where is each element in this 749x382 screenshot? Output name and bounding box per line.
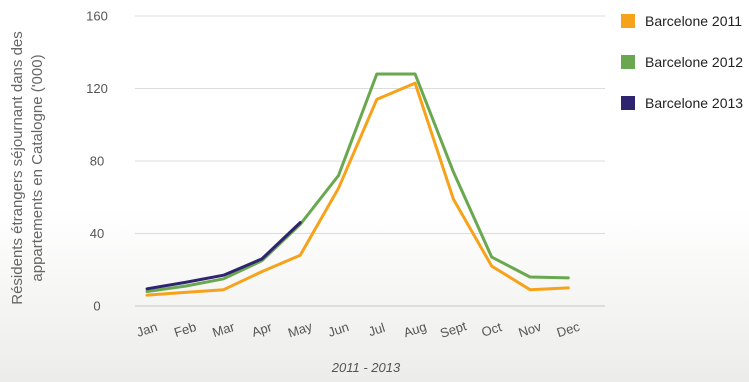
x-tick-label: Apr — [250, 319, 275, 340]
x-tick-label: Sept — [438, 318, 468, 341]
x-tick-label: Feb — [172, 319, 198, 340]
y-tick-label: 80 — [90, 154, 104, 169]
x-tick-label: Dec — [555, 319, 582, 341]
legend-label: Barcelone 2012 — [645, 54, 743, 70]
grid-lines — [135, 15, 605, 307]
legend: Barcelone 2011 Barcelone 2012 Barcelone 20… — [621, 13, 743, 111]
x-tick-label: Jan — [135, 319, 160, 340]
y-tick-label: 120 — [86, 81, 108, 96]
x-tick-label: Mar — [210, 319, 237, 340]
series-lines — [145, 72, 570, 297]
x-axis-ticks: Jan Feb Mar Apr May Jun Jul Aug Sept Oct Nov Dec — [135, 318, 582, 341]
x-axis-label: 2011 - 2013 — [331, 360, 401, 375]
legend-swatch — [621, 96, 635, 110]
y-tick-label: 0 — [93, 299, 100, 314]
series-line-2 — [145, 72, 570, 293]
x-tick-label: Oct — [480, 319, 504, 340]
x-tick-label: Jul — [366, 320, 387, 339]
y-axis-ticks: 0 40 80 120 160 — [86, 9, 108, 314]
x-tick-label: Aug — [402, 319, 429, 340]
x-tick-label: Nov — [517, 319, 544, 341]
x-tick-label: Jun — [326, 319, 351, 340]
legend-label: Barcelone 2013 — [645, 95, 743, 111]
series-line-3 — [145, 221, 302, 291]
x-tick-label: May — [286, 318, 314, 340]
y-tick-label: 40 — [90, 226, 104, 241]
series-line-1 — [145, 81, 570, 297]
legend-swatch — [621, 55, 635, 69]
legend-swatch — [621, 14, 635, 28]
y-axis-label-line-1: Résidents étrangers séjournant dans des — [9, 31, 26, 305]
y-tick-label: 160 — [86, 9, 108, 24]
y-axis-label-line-2: appartements en Catalogne ('000) — [29, 54, 46, 281]
legend-label: Barcelone 2011 — [645, 13, 742, 29]
